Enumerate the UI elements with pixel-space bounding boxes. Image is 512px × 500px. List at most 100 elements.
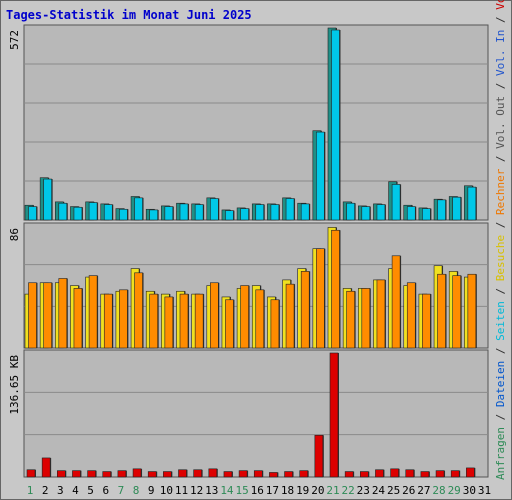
panel-top-ylabel: 572: [8, 30, 21, 50]
bar-pages-day-13: [210, 198, 219, 221]
bar-volume-day-10: [163, 471, 172, 478]
x-label-day-31: 31: [478, 484, 491, 497]
bar-volume-day-25: [390, 468, 399, 478]
bar-volume-day-28: [435, 470, 445, 478]
bar-hosts-day-18: [285, 283, 295, 349]
x-label-day-26: 26: [402, 484, 415, 497]
x-label-day-17: 17: [266, 484, 279, 497]
x-label-day-7: 7: [118, 484, 125, 497]
bar-pages-day-21: [331, 29, 340, 221]
bar-hosts-day-1: [28, 282, 37, 349]
bar-pages-day-20: [316, 131, 325, 221]
bar-hosts-day-20: [316, 248, 325, 349]
bar-volume-day-11: [178, 469, 187, 478]
bar-volume-day-5: [87, 470, 96, 478]
x-label-day-24: 24: [372, 484, 386, 497]
panel-middle-ylabel: 86: [8, 228, 21, 241]
bar-hosts-day-8: [134, 272, 143, 349]
bar-volume-day-30: [466, 467, 475, 478]
bar-pages-day-14: [225, 210, 234, 221]
bar-volume-day-22: [344, 471, 354, 478]
bar-pages-day-6: [103, 204, 113, 221]
bar-pages-day-29: [452, 196, 462, 221]
x-label-day-28: 28: [432, 484, 445, 497]
x-label-day-18: 18: [281, 484, 294, 497]
right-legend-segment: Volumen: [494, 0, 507, 10]
x-label-day-1: 1: [27, 484, 34, 497]
right-legend-segment: /: [494, 215, 507, 235]
bar-volume-day-17: [269, 472, 278, 478]
bar-pages-day-11: [179, 203, 189, 221]
bar-volume-day-4: [72, 470, 81, 478]
bar-volume-day-8: [132, 468, 142, 478]
right-legend-segment: Anfragen: [494, 427, 507, 480]
bar-pages-day-26: [406, 206, 416, 221]
bar-volume-day-9: [147, 471, 157, 478]
x-label-day-21: 21: [326, 484, 339, 497]
x-label-day-12: 12: [190, 484, 203, 497]
bar-hosts-day-23: [361, 288, 371, 349]
bar-pages-day-7: [119, 208, 128, 221]
bar-volume-day-6: [102, 471, 112, 478]
bar-pages-day-19: [300, 203, 310, 221]
bar-pages-day-25: [391, 184, 401, 221]
bar-pages-day-15: [240, 208, 249, 221]
panel-middle: 86: [8, 222, 489, 349]
bar-volume-day-12: [193, 469, 202, 478]
x-label-day-29: 29: [448, 484, 461, 497]
bar-volume-day-15: [238, 470, 248, 478]
bar-volume-day-20: [314, 434, 324, 478]
bar-volume-day-24: [375, 469, 384, 478]
right-legend-segment: /: [494, 281, 507, 301]
x-label-day-6: 6: [102, 484, 109, 497]
x-label-day-13: 13: [205, 484, 218, 497]
bar-hosts-day-12: [194, 293, 204, 349]
bar-pages-day-5: [88, 202, 98, 221]
bar-pages-day-1: [28, 206, 37, 221]
bar-volume-day-2: [41, 457, 51, 478]
x-label-day-8: 8: [133, 484, 140, 497]
bar-hosts-day-7: [119, 289, 128, 349]
x-label-day-2: 2: [42, 484, 49, 497]
panel-frame: [23, 24, 489, 221]
bar-hosts-day-26: [406, 282, 416, 349]
bar-pages-day-30: [467, 186, 477, 221]
bar-hosts-day-17: [270, 299, 280, 349]
x-label-day-27: 27: [417, 484, 430, 497]
bar-hosts-day-25: [391, 255, 401, 349]
x-label-day-25: 25: [387, 484, 400, 497]
bar-pages-day-8: [134, 197, 143, 221]
bar-hosts-day-27: [422, 293, 431, 349]
bar-volume-day-14: [223, 471, 233, 478]
right-legend-segment: Seiten: [494, 301, 507, 341]
bar-hosts-day-28: [437, 273, 446, 349]
bar-pages-day-24: [376, 204, 386, 221]
bar-hosts-day-5: [88, 275, 98, 349]
bar-hosts-day-29: [452, 275, 462, 349]
bar-hosts-day-21: [331, 229, 340, 349]
bar-hosts-day-4: [73, 288, 83, 349]
right-legend-segment: /: [494, 341, 507, 361]
bar-pages-day-18: [285, 198, 295, 221]
bar-volume-day-27: [420, 471, 430, 478]
bar-volume-day-18: [284, 471, 293, 478]
bar-hosts-day-6: [103, 293, 113, 349]
bar-pages-day-16: [255, 204, 265, 221]
bar-hosts-day-30: [467, 273, 477, 349]
bar-hosts-day-3: [58, 278, 68, 349]
panel-bottom: 136.65 KB: [8, 349, 489, 478]
bar-volume-day-19: [299, 470, 309, 478]
bar-volume-day-7: [117, 470, 127, 478]
right-legend-segment: Rechner: [494, 168, 507, 215]
bar-hosts-day-11: [179, 293, 189, 349]
x-label-day-30: 30: [463, 484, 476, 497]
x-label-day-20: 20: [311, 484, 324, 497]
x-label-day-11: 11: [175, 484, 188, 497]
x-label-day-10: 10: [160, 484, 173, 497]
bar-pages-day-4: [73, 206, 83, 221]
bar-volume-day-23: [359, 471, 369, 478]
bar-hosts-day-14: [225, 299, 234, 349]
bar-hosts-day-15: [240, 285, 249, 349]
bar-hosts-day-9: [149, 293, 158, 349]
x-label-day-4: 4: [72, 484, 79, 497]
